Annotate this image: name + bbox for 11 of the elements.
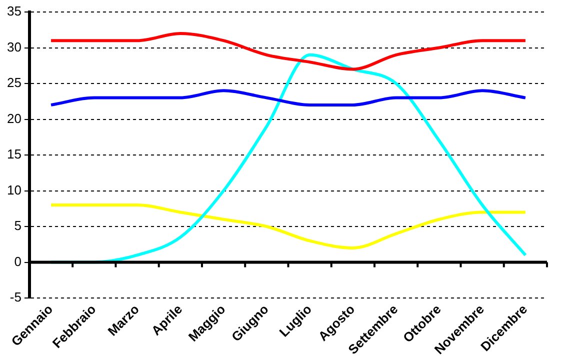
- y-tick-label: 25: [6, 75, 22, 90]
- y-tick-label: 15: [6, 146, 22, 162]
- y-tick-label: 35: [6, 4, 22, 19]
- y-tick-label: 30: [6, 39, 22, 54]
- y-tick-label: 0: [14, 254, 22, 269]
- y-tick-label: 20: [6, 110, 22, 126]
- y-tick-label: -5: [10, 290, 22, 305]
- line-series: [50, 204, 527, 250]
- line-series: [50, 32, 527, 71]
- y-tick-label: 5: [14, 218, 22, 234]
- y-tick-label: 10: [6, 182, 22, 198]
